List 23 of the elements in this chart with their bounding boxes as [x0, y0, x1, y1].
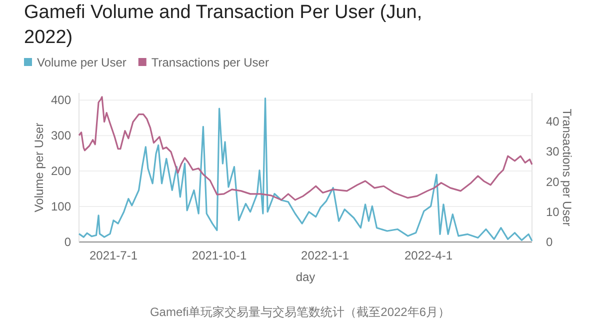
y-tick-label: 300	[50, 128, 72, 142]
line-series	[78, 96, 533, 201]
y-tick-label: 200	[50, 164, 72, 178]
y2-tick-label: 30	[546, 144, 560, 159]
chart-title: Gamefi Volume and Transaction Per User (Jun, 2022)	[24, 2, 422, 48]
y-tick-label: 400	[50, 92, 72, 107]
line-series	[78, 98, 533, 242]
y2-tick-label: 40	[546, 114, 560, 129]
y2-tick-label: 20	[546, 174, 560, 189]
legend-label: Transactions per User	[151, 56, 269, 70]
y2-tick-label: 10	[546, 204, 560, 219]
x-tick-label: 2022-4-1	[404, 248, 453, 263]
y2-tick-label: 0	[546, 234, 553, 249]
x-axis-title: day	[296, 270, 316, 284]
x-tick-label: 2021-10-1	[192, 248, 247, 263]
x-tick-label: 2022-1-1	[301, 248, 350, 263]
y-tick-label: 0	[64, 234, 72, 249]
y-axis-title: Volume per User	[32, 122, 46, 212]
y-tick-label: 100	[50, 199, 72, 214]
x-tick-label: 2021-7-1	[89, 248, 138, 263]
legend-label: Volume per User	[37, 56, 126, 70]
text: Gamefi单玩家交易量与交易笔数统计（截至2022年6月）	[150, 305, 450, 319]
y2-axis-title: Transactions per User	[560, 108, 574, 226]
